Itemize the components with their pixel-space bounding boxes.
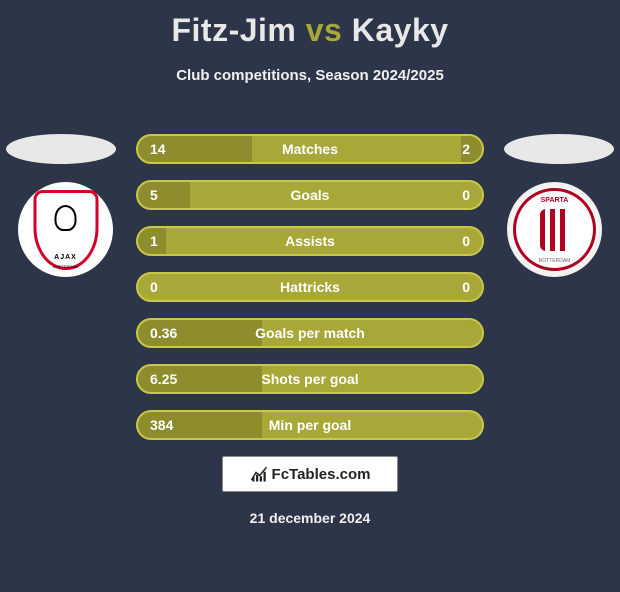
player1-club-badge: AJAX AMSTERDAM [18, 182, 113, 277]
stat-label: Min per goal [269, 417, 351, 433]
sparta-crest-shirt [540, 209, 570, 251]
stat-label: Hattricks [280, 279, 340, 295]
stat-left-value: 14 [150, 141, 166, 157]
stats-bars-container: 14 2 Matches 5 0 Goals 1 0 Assists 0 0 Hattricks 0.3… [136, 134, 484, 456]
player1-name: Fitz-Jim [171, 12, 296, 48]
ajax-crest-city: AMSTERDAM [53, 264, 79, 269]
stat-right-value: 2 [462, 141, 470, 157]
stat-bar: 6.25 Shots per goal [136, 364, 484, 394]
chart-icon [250, 465, 268, 483]
sparta-crest-ring: SPARTA ROTTERDAM [513, 188, 596, 271]
vs-text: vs [306, 12, 343, 48]
sparta-crest-name: SPARTA [541, 197, 569, 204]
stat-bar: 14 2 Matches [136, 134, 484, 164]
sparta-crest-city: ROTTERDAM [539, 258, 571, 264]
stat-bar: 1 0 Assists [136, 226, 484, 256]
stat-label: Matches [282, 141, 338, 157]
stat-left-value: 0.36 [150, 325, 177, 341]
stat-label: Shots per goal [261, 371, 358, 387]
stat-left-value: 5 [150, 187, 158, 203]
stat-bar-fill-left [138, 182, 190, 208]
stat-right-value: 0 [462, 279, 470, 295]
stat-label: Assists [285, 233, 335, 249]
stat-right-value: 0 [462, 187, 470, 203]
player2-club-badge: SPARTA ROTTERDAM [507, 182, 602, 277]
stat-left-value: 1 [150, 233, 158, 249]
date-label: 21 december 2024 [250, 510, 371, 526]
ajax-crest-head [55, 205, 77, 231]
stat-label: Goals [291, 187, 330, 203]
stat-right-value: 0 [462, 233, 470, 249]
stat-bar: 0.36 Goals per match [136, 318, 484, 348]
stat-left-value: 0 [150, 279, 158, 295]
fctables-logo: FcTables.com [222, 456, 398, 492]
stat-bar: 0 0 Hattricks [136, 272, 484, 302]
player1-photo [6, 134, 116, 164]
stat-label: Goals per match [255, 325, 365, 341]
player2-photo [504, 134, 614, 164]
stat-left-value: 384 [150, 417, 173, 433]
ajax-crest-shield: AJAX AMSTERDAM [33, 190, 98, 270]
stat-bar: 5 0 Goals [136, 180, 484, 210]
stat-left-value: 6.25 [150, 371, 177, 387]
ajax-crest-name: AJAX [54, 254, 77, 261]
subtitle: Club competitions, Season 2024/2025 [0, 67, 620, 84]
player2-name: Kayky [352, 12, 449, 48]
comparison-title: Fitz-Jim vs Kayky [0, 12, 620, 49]
logo-text: FcTables.com [272, 466, 371, 483]
stat-bar: 384 Min per goal [136, 410, 484, 440]
